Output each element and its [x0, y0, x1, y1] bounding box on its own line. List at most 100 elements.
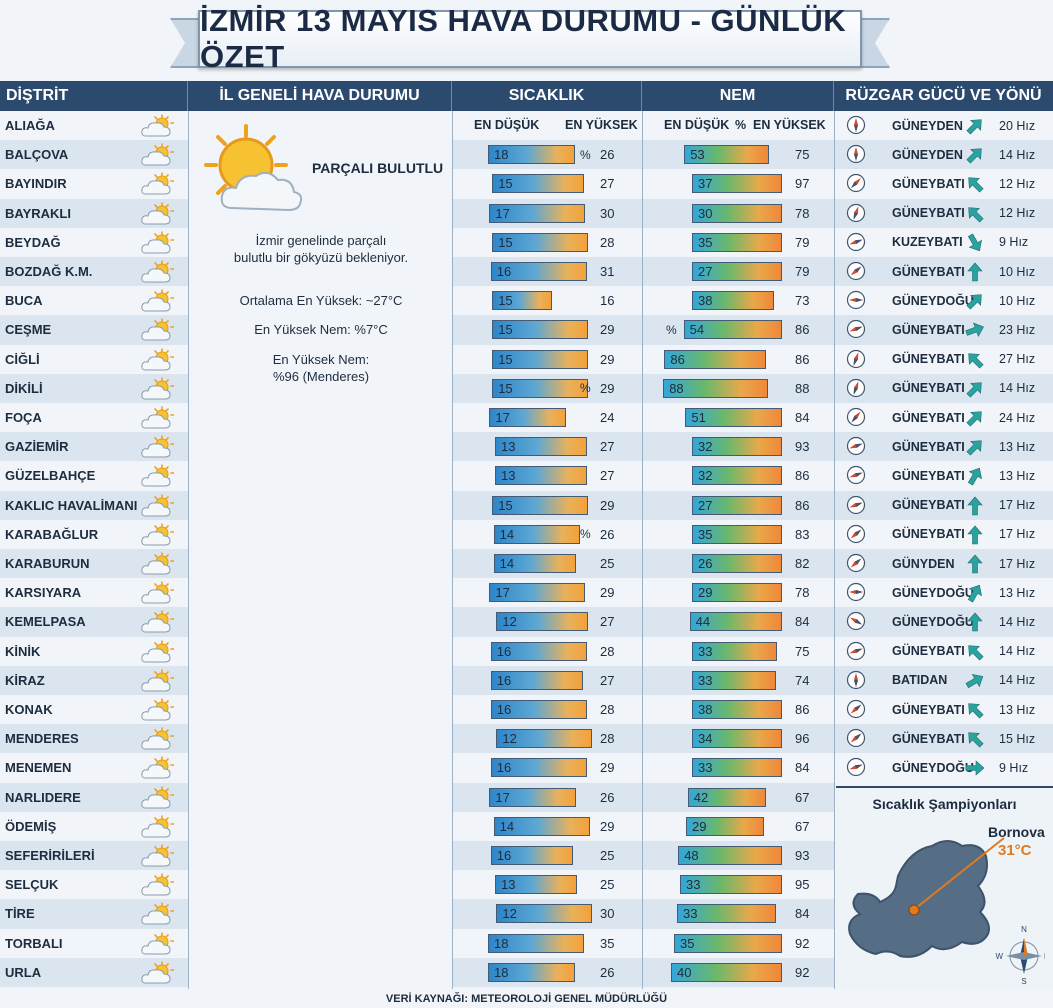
humidity-bar	[692, 262, 782, 281]
table-row: SEFERİRİLERİ 16 25 48 93	[0, 841, 1053, 871]
partly-cloudy-icon	[140, 639, 175, 664]
compass-icon	[846, 466, 866, 485]
temp-max-value: 25	[600, 556, 615, 571]
partly-cloudy-icon	[140, 376, 175, 401]
temp-max-value: 25	[600, 848, 615, 863]
temp-max-value: 29	[600, 497, 615, 513]
wind-arrow-icon	[966, 382, 982, 398]
wind-direction: GÜNEYBATI	[892, 410, 965, 425]
compass-icon	[846, 437, 866, 456]
district-name: CİĞLİ	[5, 351, 40, 367]
district-name: ALIAĞA	[5, 118, 55, 133]
row-background	[834, 432, 1053, 462]
temp-min-value: 16	[496, 672, 512, 688]
wind-speed: 23 Hız	[999, 322, 1036, 337]
temperature-bar	[489, 408, 567, 427]
table-row: SELÇUK 13 25 33 95	[0, 870, 1053, 899]
column-header-bar: DİŞTRİT İL GENELİ HAVA DURUMU SICAKLIK N…	[0, 81, 1053, 111]
temp-min-value: 15	[498, 176, 513, 192]
district-name: TİRE	[5, 906, 35, 922]
wind-direction: GÜNEYBATI	[892, 322, 965, 337]
table-row: CİĞLİ 15 29 86 86 GÜNEYBATI 27 Hız	[0, 345, 1053, 374]
compass-east-label: E	[1044, 952, 1045, 961]
table-row: KONAK 16 28 38 86 GÜNEYBATI 13 Hız	[0, 695, 1053, 724]
hum-min-value: 33	[698, 643, 713, 659]
table-row: KİRAZ 16 27 33 74 BATIDAN 14 Hız	[0, 665, 1053, 695]
table-row: KAKLIC HAVALİMANI 15 29 27 86 GÜNEYBATI 17 Hız	[0, 490, 1053, 520]
subheader-hum-min: EN DÜŞÜK	[664, 118, 730, 132]
temp-max-value: 29	[600, 380, 615, 396]
district-name: GÜZELBAHÇE	[5, 468, 96, 484]
column-divider	[834, 111, 835, 989]
temp-min-value: 14	[499, 526, 515, 542]
partly-cloudy-icon	[140, 610, 175, 634]
partly-cloudy-icon	[140, 756, 175, 780]
table-row: BEYDAĞ 15 28 35 79 KUZEYBATI 9 Hız	[0, 228, 1053, 257]
general-condition: PARÇALI BULUTLU	[312, 160, 444, 176]
temp-min-value: 17	[495, 789, 510, 805]
general-avg-high: Ortalama En Yüksek: ~27°C	[239, 293, 403, 308]
hum-max-value: 93	[795, 848, 810, 863]
temp-min-value: 15	[498, 234, 513, 250]
wind-arrow-icon	[967, 525, 983, 545]
partly-cloudy-icon	[140, 289, 175, 313]
temp-min-value: 15	[498, 322, 513, 338]
wind-arrow-icon	[968, 732, 984, 748]
district-name: BAYRAKLI	[5, 205, 71, 221]
temp-max-value: 26	[600, 789, 615, 805]
wind-speed: 14 Hız	[999, 381, 1036, 396]
humidity-bar	[692, 291, 774, 311]
district-name: NARLIDERE	[5, 789, 81, 805]
temperature-bar	[492, 378, 589, 398]
temp-min-value: 17	[495, 205, 510, 221]
temp-min-value: 12	[502, 906, 517, 922]
temp-max-value: 26	[600, 147, 615, 163]
header-temperature: SICAKLIK	[452, 81, 642, 111]
hum-max-value: 73	[795, 293, 810, 309]
hum-max-value: 75	[795, 643, 810, 659]
wind-speed: 14 Hız	[999, 147, 1036, 162]
table-row: NARLIDERE 17 26 42 67	[0, 782, 1053, 812]
temp-max-value: 27	[600, 176, 615, 192]
wind-direction: GÜNEYDOĞU	[892, 293, 974, 308]
wind-speed: 13 Hız	[999, 439, 1036, 454]
partly-cloudy-icon	[140, 668, 175, 693]
hum-min-value: 35	[680, 935, 695, 951]
row-background	[834, 490, 1053, 520]
hum-max-value: 92	[795, 964, 810, 980]
wind-arrow-icon	[966, 119, 982, 135]
humidity-bar	[685, 408, 782, 427]
temp-max-value: 27	[600, 672, 615, 688]
temperature-bar	[490, 262, 587, 281]
wind-direction: GÜNEYBATI	[892, 206, 965, 221]
humidity-bar	[674, 933, 782, 953]
temp-max-value: 31	[600, 264, 615, 279]
temp-max-value: 26	[600, 964, 615, 980]
temperature-bar	[493, 554, 576, 573]
table-row: DİKİLİ 15% 29 88 88 GÜNEYBATI 14 Hız	[0, 373, 1053, 403]
partly-cloudy-icon	[140, 960, 175, 985]
row-background	[834, 665, 1053, 695]
hum-max-value: 88	[795, 380, 810, 396]
temp-max-value: 30	[600, 205, 615, 221]
temp-min-value: 18	[494, 935, 509, 951]
row-background	[452, 111, 642, 140]
district-name: KARABURUN	[5, 556, 90, 571]
row-background	[834, 140, 1053, 170]
partly-cloudy-icon	[140, 406, 175, 430]
hum-min-value: 53	[690, 147, 705, 163]
subheader-hum-pct: %	[735, 118, 747, 132]
wind-direction: GÜNEYBATI	[892, 352, 965, 367]
wind-speed: 13 Hız	[999, 468, 1036, 483]
table-row: MENDERES 12 28 34 96 GÜNEYBATI 15 Hız	[0, 724, 1053, 754]
humidity-bar	[692, 203, 782, 223]
humidity-bar	[663, 378, 768, 398]
compass-icon	[846, 583, 866, 602]
district-name: TORBALI	[5, 935, 63, 951]
partly-cloudy-icon	[140, 464, 175, 488]
compass-icon	[846, 378, 866, 397]
row-background	[642, 111, 834, 140]
table-row: MENEMEN 16 29 33 84 GÜNEYDOĞU 9 Hız	[0, 753, 1053, 782]
table-row: BAYRAKLI 17 30 30 78 GÜNEYBATI 12 Hız	[0, 198, 1053, 228]
compass-icon	[846, 232, 866, 251]
